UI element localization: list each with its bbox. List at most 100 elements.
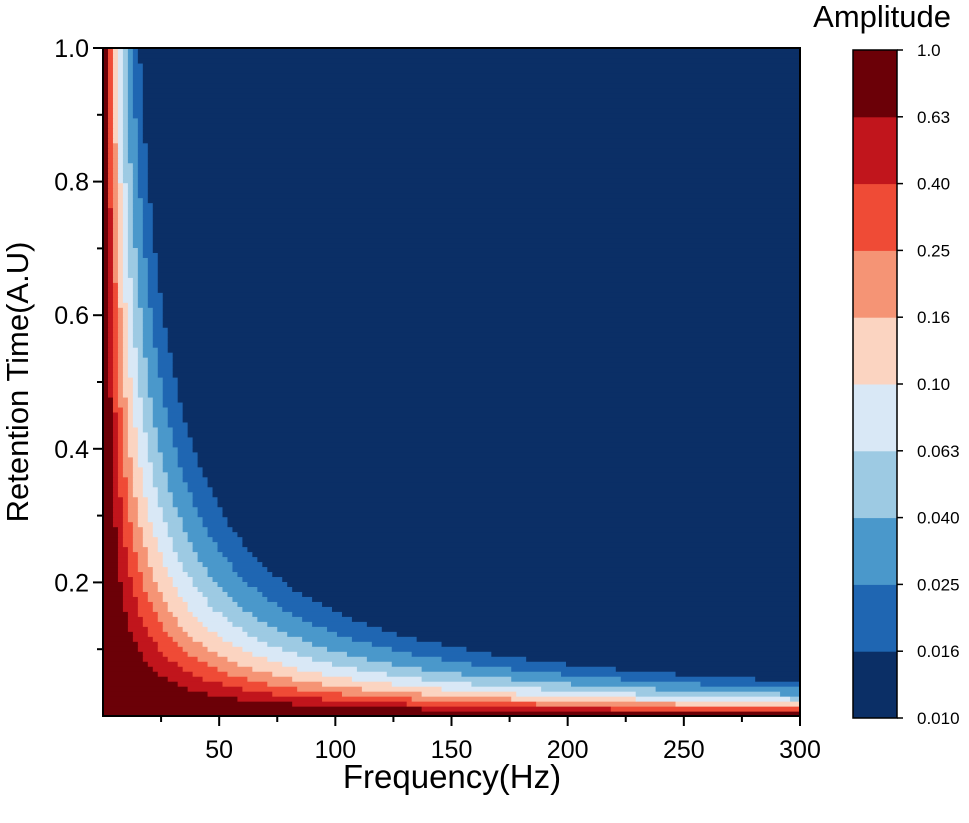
contour-cell [112, 327, 119, 333]
contour-cell [103, 661, 149, 667]
contour-cell [107, 112, 114, 119]
contour-cell [127, 481, 134, 488]
contour-cell [112, 471, 119, 478]
contour-cell [103, 112, 109, 119]
contour-cell [103, 197, 109, 204]
contour-cell [122, 67, 129, 74]
contour-cell [137, 382, 149, 388]
contour-cell [202, 591, 229, 597]
contour-cell [157, 362, 174, 368]
contour-cell [167, 416, 184, 423]
contour-cell [117, 57, 124, 64]
contour-cell [142, 421, 154, 428]
contour-cell [147, 262, 159, 268]
contour-cell [132, 232, 144, 239]
contour-cell [570, 681, 702, 687]
contour-cell [282, 661, 333, 667]
contour-cell [122, 77, 129, 84]
contour-cell [257, 636, 303, 642]
contour-cell [441, 686, 542, 692]
contour-cell [142, 616, 159, 622]
contour-cell [103, 307, 109, 313]
contour-cell [207, 646, 243, 652]
contour-cell [107, 391, 114, 398]
contour-cell [137, 142, 149, 149]
contour-cell [103, 267, 109, 273]
contour-cell [117, 207, 124, 214]
contour-cell [197, 506, 224, 513]
contour-cell [172, 576, 194, 583]
contour-cell [182, 406, 801, 413]
contour-cell [182, 471, 204, 478]
contour-cell [655, 686, 801, 692]
contour-cell [122, 142, 129, 149]
contour-cell [122, 132, 129, 139]
contour-cell [122, 262, 129, 268]
contour-cell [232, 566, 268, 573]
contour-cell [127, 262, 139, 268]
contour-cell [103, 596, 124, 602]
contour-cell [103, 446, 114, 453]
contour-cell [177, 586, 199, 592]
contour-cell [187, 631, 219, 637]
contour-cell [187, 481, 209, 488]
contour-cell [132, 82, 144, 89]
contour-cell [127, 501, 139, 508]
contour-cell [103, 182, 109, 189]
contour-cell [366, 656, 443, 662]
contour-cell [103, 62, 109, 69]
contour-cell [122, 117, 129, 124]
contour-cell [132, 237, 144, 244]
contour-cell [207, 601, 239, 607]
contour-cell [117, 536, 124, 543]
contour-cell [107, 332, 114, 338]
contour-cell [157, 272, 801, 278]
contour-cell [127, 347, 139, 353]
contour-cell [152, 337, 169, 343]
contour-cell [147, 516, 164, 523]
contour-cell [127, 52, 134, 59]
contour-cell [122, 471, 134, 478]
contour-cell [147, 436, 159, 443]
contour-cell [267, 566, 801, 573]
contour-cell [122, 451, 129, 458]
contour-cell [122, 137, 129, 144]
contour-cell [103, 451, 114, 458]
contour-cell [132, 302, 139, 308]
contour-cell [117, 357, 124, 363]
contour-cell [122, 312, 129, 318]
contour-cell [142, 541, 159, 548]
contour-cell [127, 367, 139, 373]
contour-cell [177, 386, 801, 393]
contour-cell [127, 57, 134, 64]
contour-cell [177, 621, 204, 627]
contour-cell [132, 222, 144, 229]
contour-cell [152, 312, 164, 318]
contour-cell [132, 77, 144, 84]
contour-cell [122, 411, 129, 418]
contour-cell [107, 152, 114, 159]
contour-cell [107, 212, 114, 219]
contour-cell [242, 686, 298, 692]
contour-cell [103, 272, 109, 278]
contour-cell [371, 641, 443, 647]
contour-cell [132, 466, 144, 473]
contour-cell [197, 461, 801, 468]
contour-cell [202, 676, 248, 682]
contour-cell [117, 322, 124, 328]
contour-cell [132, 401, 144, 408]
contour-cell [107, 137, 114, 144]
contour-cell [222, 586, 258, 592]
contour-cell [112, 322, 119, 328]
contour-cell [217, 546, 248, 553]
contour-cell [147, 192, 801, 199]
contour-cell [103, 72, 109, 79]
contour-cell [132, 421, 144, 428]
contour-cell [112, 182, 119, 189]
contour-cell [182, 466, 204, 473]
contour-cell [117, 327, 124, 333]
contour-cell [147, 382, 164, 388]
contour-cell [122, 102, 129, 109]
contour-cell [172, 501, 194, 508]
contour-cell [107, 52, 114, 59]
